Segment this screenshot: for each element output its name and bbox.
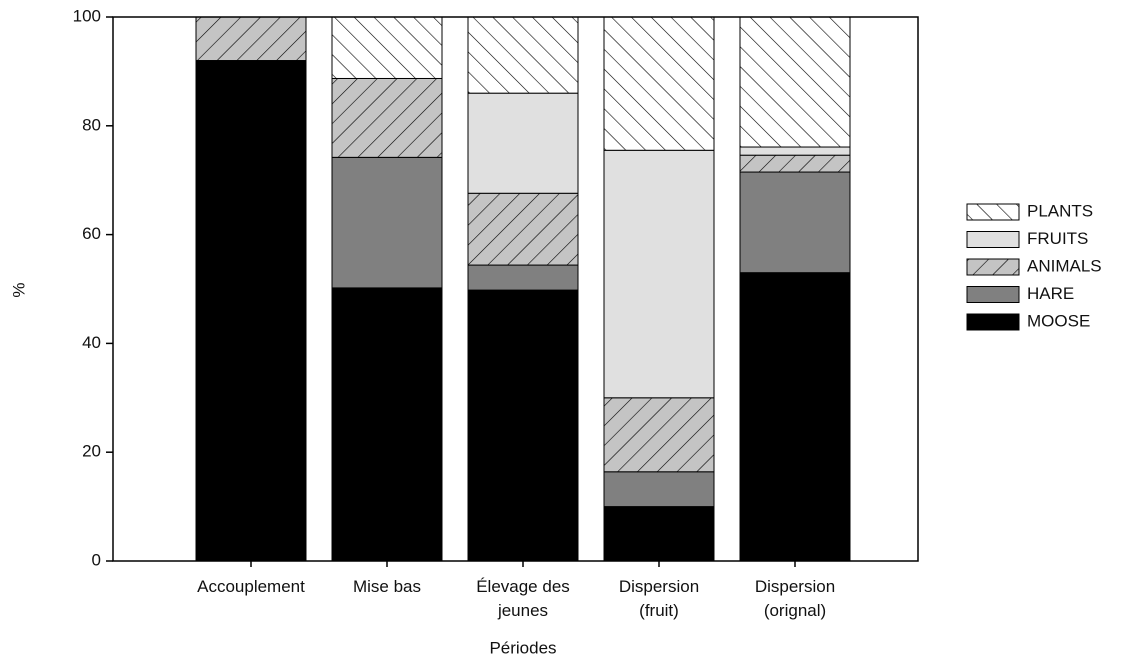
x-tick-label: Mise bas [353,577,421,596]
bar-segment-hatch [468,193,578,266]
y-tick-label: 60 [82,224,101,243]
y-tick-label: 40 [82,333,101,352]
legend-item: FRUITS [966,229,1088,248]
bar-segment [331,287,443,562]
bar-segment [467,289,579,562]
x-tick-label: Élevage des jeunes [476,577,570,620]
x-tick-label: Dispersion (orignal) [755,577,835,620]
legend-label: MOOSE [1027,311,1090,330]
bar-segment-hatch [604,397,714,472]
bar-segment-hatch [740,17,850,148]
bar-segment-hatch [740,155,850,173]
bar-segment-hatch [332,17,442,79]
x-axis-label: Périodes [489,638,556,657]
bar-segment [739,272,851,562]
bar-segment [603,471,715,508]
legend-label: PLANTS [1027,201,1093,220]
legend-item: MOOSE [966,311,1090,331]
plot-frame [112,16,919,562]
bar-segment [603,506,715,562]
y-tick-label: 20 [82,442,101,461]
x-tick-label: Accouplement [197,577,305,596]
bar-segment [467,92,579,194]
bar-segment [603,149,715,399]
legend-item: PLANTS [966,201,1093,221]
y-tick-label: 0 [92,550,101,569]
legend-swatch [966,231,1020,248]
legend-item: ANIMALS [966,256,1102,276]
bar-segment-hatch [468,17,578,94]
x-tick-label: Dispersion (fruit) [619,577,699,620]
bar-segment [739,171,851,274]
legend-label: ANIMALS [1027,256,1102,275]
y-tick-label: 80 [82,115,101,134]
bar-segment-hatch [332,78,442,158]
y-tick-label: 100 [73,6,101,25]
legend-swatch [966,286,1020,303]
bar-segment [467,264,579,291]
bar-segment [739,146,851,156]
legend-label: FRUITS [1027,229,1088,248]
bar-segment [331,156,443,289]
legend-swatch-hatch [967,204,1019,220]
bar-segment [195,60,307,562]
legend-label: HARE [1027,284,1074,303]
bar-segment-hatch [604,17,714,151]
y-axis-label: % [9,282,28,297]
legend-swatch [966,313,1020,331]
bar-segment-hatch [196,17,306,61]
legend-item: HARE [966,284,1074,303]
legend-swatch-hatch [967,259,1019,275]
